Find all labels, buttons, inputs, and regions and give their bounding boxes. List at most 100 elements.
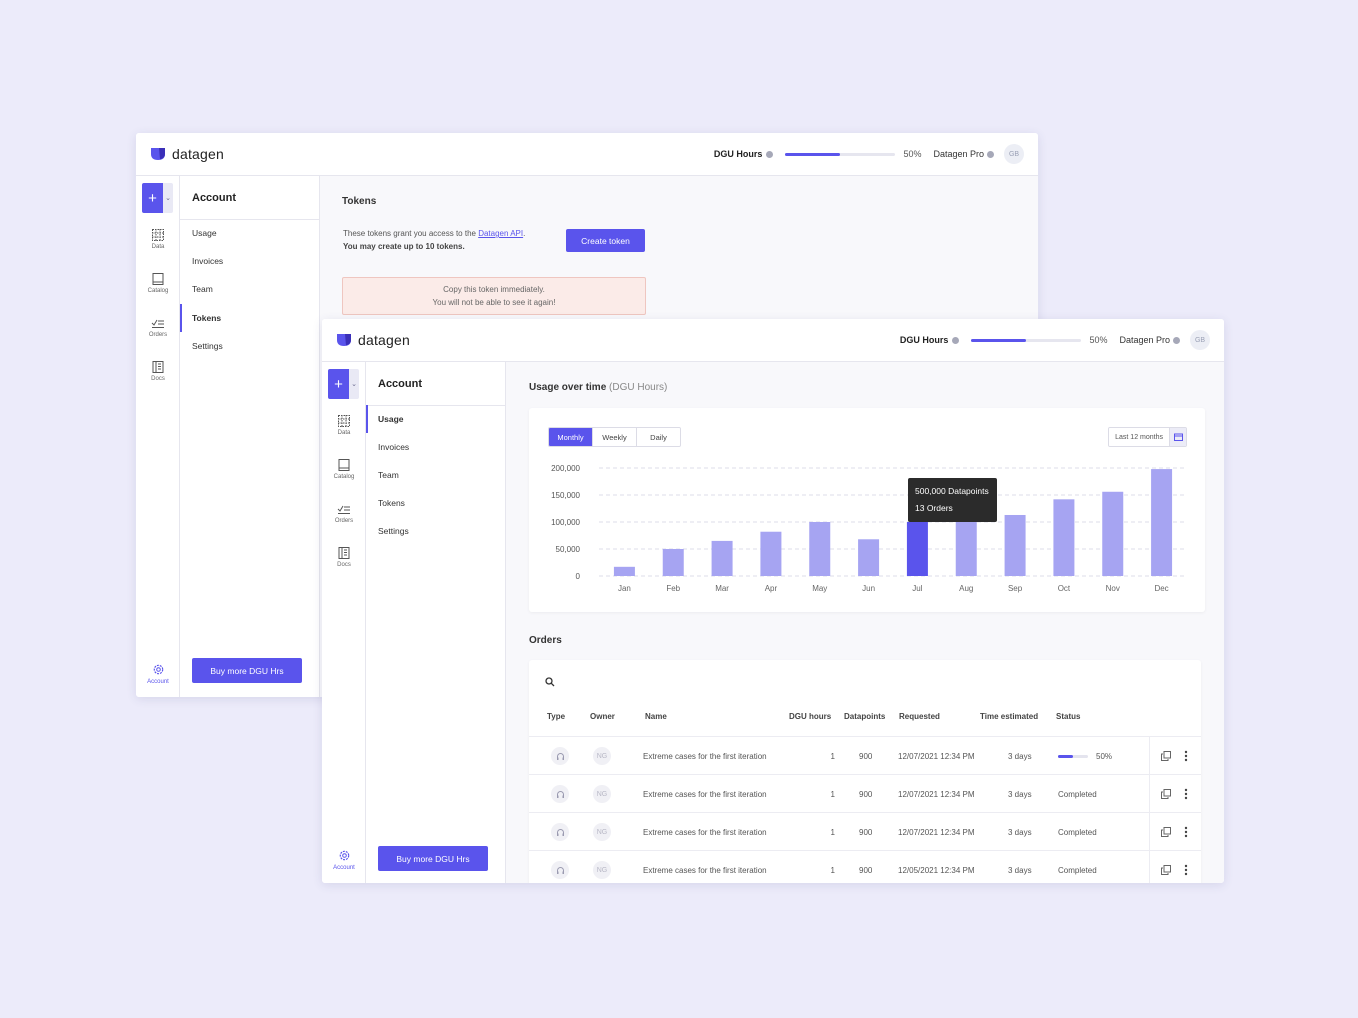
subnav-item-usage[interactable]: Usage <box>192 228 217 238</box>
time-estimated-cell: 3 days <box>1008 789 1032 799</box>
subnav-item-settings[interactable]: Settings <box>192 341 223 351</box>
owner-cell: NG <box>593 775 611 813</box>
tokens-description: These tokens grant you access to the Dat… <box>343 227 525 253</box>
y-tick-label: 200,000 <box>551 464 580 473</box>
bar-oct[interactable] <box>1053 499 1075 576</box>
date-range-picker[interactable]: Last 12 months <box>1108 427 1187 447</box>
owner-cell: NG <box>593 813 611 851</box>
status-cell: Completed <box>1058 827 1097 837</box>
copy-icon[interactable] <box>1161 789 1171 799</box>
bar-jul[interactable] <box>906 522 928 576</box>
gear-icon <box>339 850 349 861</box>
rail-item-orders[interactable]: Orders <box>136 317 180 338</box>
datapoints-cell: 900 <box>859 751 873 761</box>
avatar[interactable]: GB <box>1004 144 1024 164</box>
bar-jan[interactable] <box>613 566 635 576</box>
headset-icon <box>551 823 569 841</box>
copy-icon[interactable] <box>1161 827 1171 837</box>
bar-mar[interactable] <box>711 540 733 576</box>
column-header-status[interactable]: Status <box>1056 712 1081 721</box>
avatar[interactable]: GB <box>1190 330 1210 350</box>
dgu-hours-cell: 1 <box>830 827 835 837</box>
column-header-type[interactable]: Type <box>547 712 566 721</box>
more-vertical-icon[interactable] <box>1184 788 1188 800</box>
rail-item-account[interactable]: Account <box>136 663 180 685</box>
tab-monthly[interactable]: Monthly <box>549 428 593 446</box>
table-row[interactable]: NG Extreme cases for the first iteration 1… <box>529 850 1201 883</box>
rail-item-docs[interactable]: Docs <box>136 361 180 382</box>
type-cell <box>551 737 569 775</box>
rail-item-data[interactable]: Data <box>136 229 180 250</box>
bar-nov[interactable] <box>1102 491 1124 576</box>
more-vertical-icon[interactable] <box>1184 864 1188 876</box>
subnav-item-tokens[interactable]: Tokens <box>180 304 320 332</box>
bar-feb[interactable] <box>662 549 684 576</box>
table-row[interactable]: NG Extreme cases for the first iteration 1… <box>529 736 1201 774</box>
bar-may[interactable] <box>809 522 831 576</box>
usage-title-unit: (DGU Hours) <box>609 382 668 393</box>
column-header-name[interactable]: Name <box>645 712 667 721</box>
bar-jun[interactable] <box>858 539 880 576</box>
tab-weekly[interactable]: Weekly <box>593 428 637 446</box>
plan-name: Datagen Pro <box>1119 335 1170 345</box>
rail-item-account[interactable]: Account <box>322 849 366 871</box>
rail-item-data[interactable]: Data <box>322 415 366 436</box>
usage-title-text: Usage over time <box>529 382 607 393</box>
subnav-item-invoices[interactable]: Invoices <box>192 256 224 266</box>
bar-apr[interactable] <box>760 531 782 576</box>
more-vertical-icon[interactable] <box>1184 826 1188 838</box>
subnav-item-tokens[interactable]: Tokens <box>378 498 405 508</box>
copy-action <box>1161 813 1171 851</box>
status-cell: Completed <box>1058 865 1097 875</box>
divider <box>366 405 505 406</box>
column-header-datapoints[interactable]: Datapoints <box>844 712 886 721</box>
plus-icon[interactable]: + <box>142 183 163 213</box>
add-button[interactable]: + ⌄ <box>142 183 173 213</box>
column-header-requested[interactable]: Requested <box>899 712 940 721</box>
usage-title: Usage over time (DGU Hours) <box>529 382 667 393</box>
tokens-limit: You may create up to 10 tokens. <box>343 242 465 251</box>
logo[interactable]: datagen <box>150 146 224 162</box>
info-icon[interactable] <box>766 150 774 158</box>
bar-sep[interactable] <box>1004 514 1026 576</box>
column-header-owner[interactable]: Owner <box>590 712 615 721</box>
info-icon[interactable] <box>987 150 994 158</box>
calendar-icon[interactable] <box>1169 428 1186 446</box>
buy-dgu-button[interactable]: Buy more DGU Hrs <box>192 658 302 683</box>
headset-icon <box>551 785 569 803</box>
rail-item-catalog[interactable]: Catalog <box>322 459 366 480</box>
datagen-api-link[interactable]: Datagen API <box>478 229 524 238</box>
search-icon[interactable] <box>545 677 555 687</box>
plus-icon[interactable]: + <box>328 369 349 399</box>
subnav-item-settings[interactable]: Settings <box>378 526 409 536</box>
chevron-down-icon[interactable]: ⌄ <box>349 369 359 399</box>
rail-item-docs[interactable]: Docs <box>322 547 366 568</box>
create-token-button[interactable]: Create token <box>566 229 645 252</box>
column-header-dgu-hours[interactable]: DGU hours <box>789 712 832 721</box>
bar-dec[interactable] <box>1151 469 1173 576</box>
account-subnav: Account Usage Invoices Team Tokens Setti… <box>366 362 506 883</box>
rail-item-orders[interactable]: Orders <box>322 503 366 524</box>
buy-dgu-button[interactable]: Buy more DGU Hrs <box>378 846 488 871</box>
copy-action <box>1161 775 1171 813</box>
icon-rail: + ⌄ Data Catalog Orders Docs Account <box>136 176 180 697</box>
table-row[interactable]: NG Extreme cases for the first iteration 1… <box>529 774 1201 812</box>
more-vertical-icon[interactable] <box>1184 750 1188 762</box>
column-header-time-estimated[interactable]: Time estimated <box>980 712 1039 721</box>
subnav-item-team[interactable]: Team <box>192 284 213 294</box>
info-icon[interactable] <box>1173 336 1180 344</box>
rail-item-catalog[interactable]: Catalog <box>136 273 180 294</box>
copy-icon[interactable] <box>1161 865 1171 875</box>
subnav-item-invoices[interactable]: Invoices <box>378 442 410 452</box>
add-button[interactable]: + ⌄ <box>328 369 359 399</box>
tab-daily[interactable]: Daily <box>637 428 680 446</box>
subnav-item-usage[interactable]: Usage <box>366 405 506 433</box>
logo[interactable]: datagen <box>336 332 410 348</box>
bar-aug[interactable] <box>955 516 977 576</box>
subnav-item-team[interactable]: Team <box>378 470 399 480</box>
copy-icon[interactable] <box>1161 751 1171 761</box>
chevron-down-icon[interactable]: ⌄ <box>163 183 173 213</box>
info-icon[interactable] <box>952 336 960 344</box>
table-row[interactable]: NG Extreme cases for the first iteration 1… <box>529 812 1201 850</box>
requested-cell: 12/07/2021 12:34 PM <box>898 789 975 799</box>
